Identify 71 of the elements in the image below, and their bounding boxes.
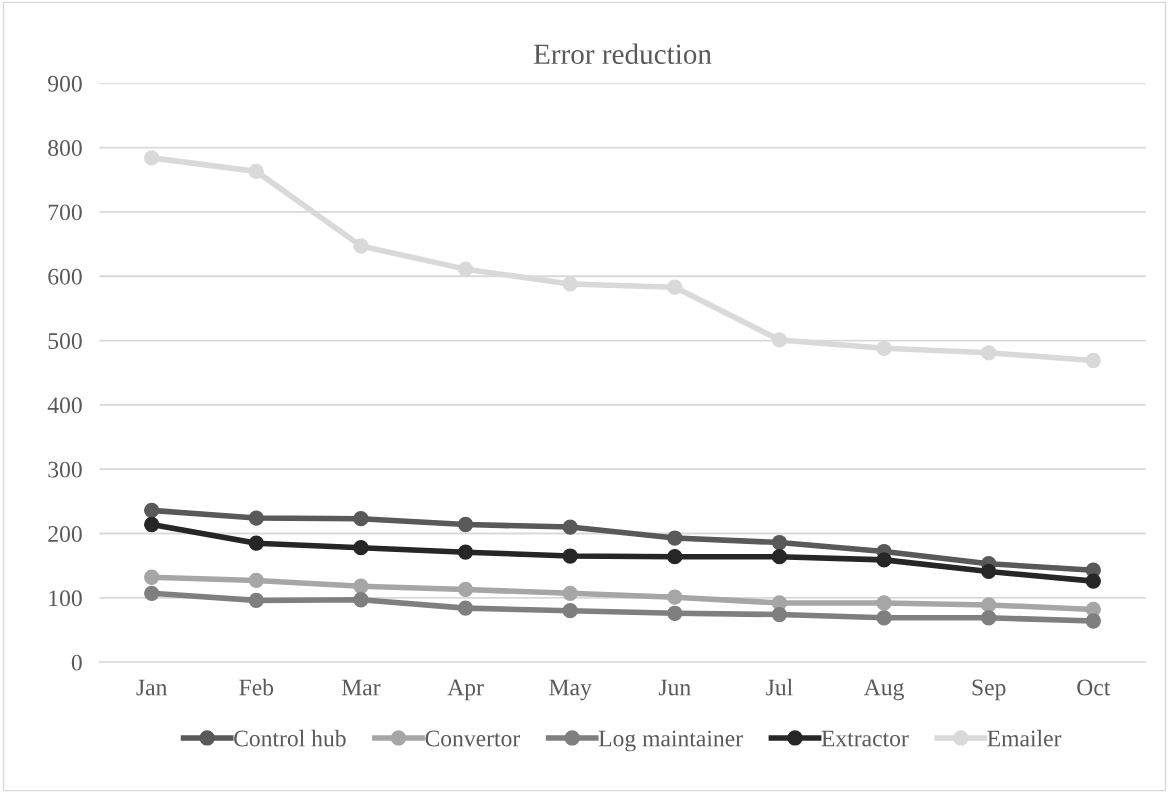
- point: [876, 340, 892, 356]
- point: [457, 544, 474, 560]
- point: [981, 563, 997, 580]
- point: [457, 261, 474, 277]
- point: [771, 332, 788, 348]
- x-tick-label: Oct: [1077, 679, 1111, 696]
- x-tick-label: Apr: [447, 679, 484, 701]
- x-tick-label: Jun: [658, 679, 691, 696]
- point: [248, 592, 264, 609]
- y-tick-label: 900: [48, 75, 82, 92]
- chart-title: Error reduction: [533, 43, 712, 65]
- point: [248, 163, 264, 180]
- point: [353, 592, 369, 608]
- point: [562, 585, 578, 601]
- point: [1085, 613, 1101, 629]
- y-tick-label: 100: [49, 590, 82, 607]
- point: [353, 238, 369, 254]
- point: [981, 597, 997, 613]
- y-tick-label: 0: [71, 654, 82, 671]
- point: [667, 589, 683, 605]
- point: [771, 549, 788, 565]
- point: [771, 606, 788, 623]
- x-tick-label: Jul: [766, 678, 793, 696]
- point: [562, 603, 578, 619]
- x-tick-label: Sep: [972, 679, 1006, 701]
- y-tick-label: 200: [48, 526, 82, 542]
- legend-label: Extractor: [821, 730, 909, 747]
- y-tick-label: 500: [48, 333, 82, 349]
- point: [667, 549, 683, 565]
- x-tick-label: Feb: [239, 678, 274, 696]
- y-tick-label: 400: [47, 397, 82, 414]
- y-tick-label: 700: [48, 204, 82, 221]
- point: [144, 516, 160, 533]
- point: [562, 548, 578, 564]
- legend-label: Convertor: [425, 730, 521, 747]
- point: [457, 516, 474, 533]
- x-tick-label: Aug: [863, 679, 904, 701]
- point: [144, 585, 160, 601]
- point: [981, 610, 997, 626]
- legend-label: Log maintainer: [598, 730, 743, 752]
- point: [353, 540, 369, 556]
- point: [353, 578, 369, 594]
- point: [1085, 352, 1101, 369]
- point: [248, 572, 264, 589]
- point: [144, 502, 160, 518]
- y-tick-label: 300: [48, 461, 82, 478]
- y-tick-label: 800: [48, 140, 82, 157]
- y-tick-label: 600: [48, 268, 82, 285]
- legend-label: Control hub: [234, 729, 346, 747]
- point: [1085, 573, 1101, 589]
- point: [981, 345, 997, 361]
- point: [144, 150, 160, 166]
- point: [248, 510, 264, 526]
- point: [876, 610, 892, 626]
- point: [457, 581, 474, 598]
- point: [667, 279, 683, 295]
- point: [667, 530, 683, 546]
- point: [876, 595, 892, 611]
- point: [353, 511, 369, 527]
- x-tick-label: May: [549, 679, 592, 701]
- point: [876, 552, 892, 568]
- point: [144, 569, 160, 585]
- point: [667, 605, 683, 621]
- point: [248, 535, 264, 551]
- point: [562, 519, 578, 535]
- point: [771, 534, 788, 551]
- x-tick-label: Mar: [341, 679, 381, 696]
- x-tick-label: Jan: [136, 679, 168, 696]
- point: [457, 600, 474, 616]
- legend-label: Emailer: [987, 729, 1062, 747]
- point: [562, 276, 578, 292]
